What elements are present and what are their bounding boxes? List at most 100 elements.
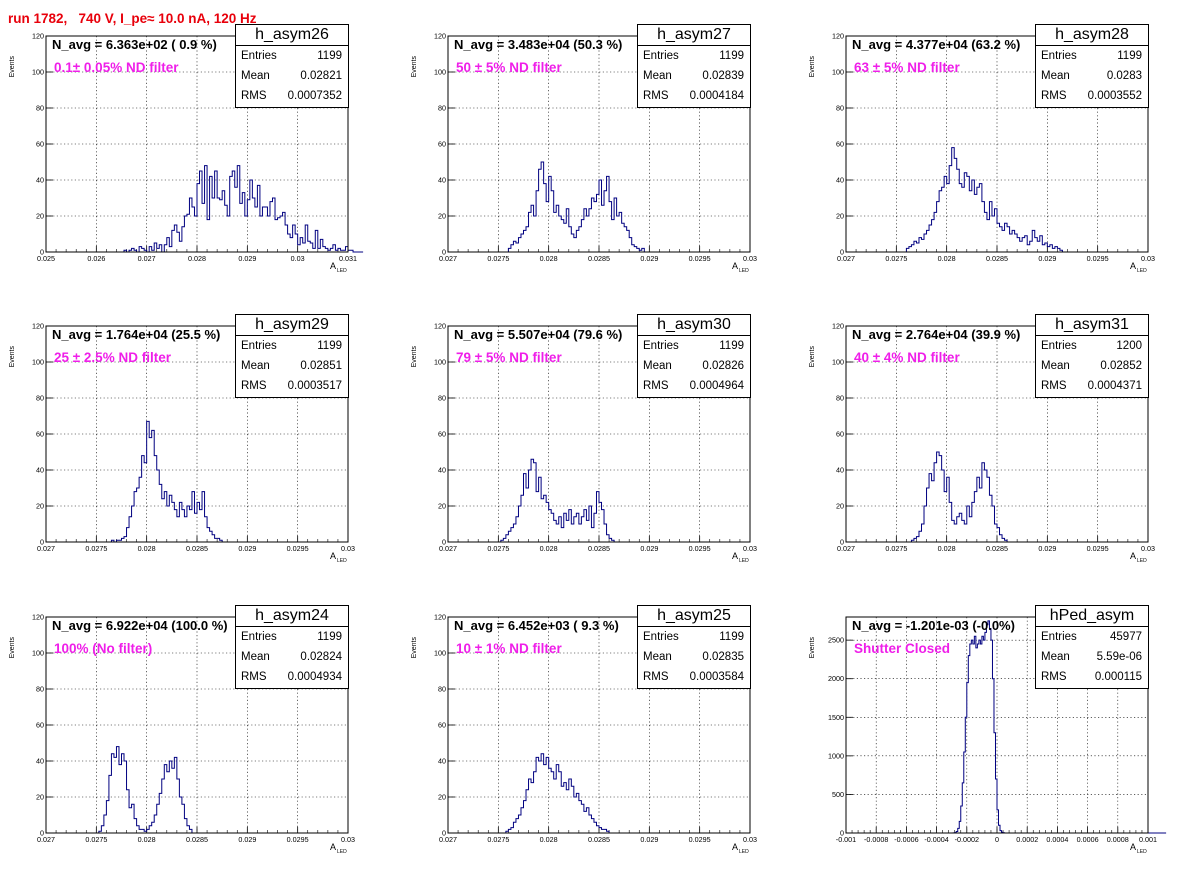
x-tick-label: -0.0008	[864, 835, 888, 844]
x-tick-label: 0.028	[138, 835, 156, 844]
histogram-bin	[944, 176, 947, 252]
histogram-name: h_asym27	[638, 25, 750, 46]
stats-key-entries: Entries	[1041, 336, 1077, 356]
x-axis-label-subscript: LED	[337, 558, 347, 564]
histogram-bin	[989, 629, 991, 833]
histogram-bin	[561, 220, 564, 252]
histogram-bin	[1042, 245, 1045, 252]
stats-key-mean: Mean	[1041, 647, 1070, 667]
histogram-bin	[122, 754, 125, 833]
y-tick-label: 100	[434, 358, 446, 367]
y-tick-label: 60	[36, 140, 44, 149]
histogram-bin	[536, 492, 539, 542]
histogram-bin	[937, 452, 940, 542]
histogram-bin	[979, 640, 981, 833]
x-tick-label: 0.0295	[1087, 544, 1109, 553]
navg-label: N_avg = 6.452e+03 ( 9.3 %)	[454, 618, 619, 633]
stats-value-entries: 45977	[1110, 627, 1142, 647]
histogram-bin	[200, 510, 203, 542]
y-tick-label: 40	[36, 466, 44, 475]
histogram-bin	[980, 644, 982, 833]
stats-key-mean: Mean	[643, 66, 672, 86]
histogram-bin	[982, 636, 984, 833]
stats-key-mean: Mean	[241, 66, 270, 86]
y-tick-label: 20	[36, 502, 44, 511]
x-axis-label: A	[330, 842, 336, 852]
y-tick-label: 80	[438, 394, 446, 403]
y-axis-label: Events	[809, 56, 816, 78]
histogram-name: h_asym26	[236, 25, 348, 46]
y-tick-label: 60	[36, 721, 44, 730]
y-tick-label: 40	[438, 757, 446, 766]
y-tick-label: 60	[438, 721, 446, 730]
y-tick-label: 100	[32, 358, 44, 367]
x-axis-label-subscript: LED	[1137, 558, 1147, 564]
histogram-bin	[574, 797, 577, 833]
x-tick-label: 0.0275	[85, 544, 107, 553]
x-axis-label-subscript: LED	[739, 849, 749, 855]
histogram-bin	[985, 632, 987, 833]
histogram-bin	[579, 524, 582, 542]
histogram-bin	[526, 488, 529, 542]
y-tick-label: 120	[434, 322, 446, 331]
histogram-bin	[1020, 241, 1023, 252]
x-tick-label: 0.0285	[588, 835, 610, 844]
stats-row-mean: Mean 5.59e-06	[1041, 647, 1142, 667]
x-axis-label-subscript: LED	[337, 849, 347, 855]
x-tick-label: 0.0285	[588, 254, 610, 263]
stats-value-rms: 0.0004934	[288, 667, 342, 687]
stats-value-mean: 0.02839	[702, 66, 744, 86]
y-tick-label: 0	[840, 538, 844, 547]
x-tick-label: -0.0002	[955, 835, 979, 844]
stats-key-mean: Mean	[643, 356, 672, 376]
histogram-bin	[561, 528, 564, 542]
histogram-bin	[240, 203, 243, 252]
y-tick-label: 120	[832, 322, 844, 331]
histogram-bin	[986, 625, 988, 833]
y-tick-label: 20	[438, 502, 446, 511]
histogram-bin	[586, 216, 589, 252]
stats-value-mean: 5.59e-06	[1097, 647, 1142, 667]
stats-key-mean: Mean	[241, 647, 270, 667]
histogram-bin	[564, 223, 567, 252]
x-tick-label: 0.029	[1038, 254, 1056, 263]
y-tick-label: 100	[32, 68, 44, 77]
navg-label: N_avg = 4.377e+04 (63.2 %)	[852, 37, 1020, 52]
y-tick-label: 0	[840, 248, 844, 257]
x-axis-label: A	[330, 551, 336, 561]
y-tick-label: 0	[840, 829, 844, 838]
histogram-bin	[157, 248, 160, 252]
y-axis-label: Events	[9, 56, 16, 78]
x-tick-label: 0.031	[339, 254, 357, 263]
histogram-bin	[541, 499, 544, 542]
histogram-name: h_asym31	[1036, 315, 1148, 336]
histogram-bin	[1010, 234, 1013, 252]
histogram-bin	[556, 524, 559, 542]
histogram-bin	[584, 811, 587, 833]
histogram-bin	[137, 488, 140, 542]
histogram-bin	[144, 463, 147, 542]
x-tick-label: -0.001	[836, 835, 856, 844]
y-tick-label: 80	[438, 685, 446, 694]
histogram-bin	[602, 829, 605, 833]
histogram-bin	[922, 239, 925, 252]
x-axis-label: A	[732, 261, 738, 271]
y-axis-label: Events	[809, 637, 816, 659]
histogram-bin	[617, 216, 620, 252]
stats-value-rms: 0.0007352	[288, 86, 342, 106]
x-tick-label: 0.0275	[487, 544, 509, 553]
stats-value-mean: 0.02851	[300, 356, 342, 376]
y-tick-label: 60	[36, 430, 44, 439]
navg-label: N_avg = 3.483e+04 (50.3 %)	[454, 37, 622, 52]
y-tick-label: 20	[438, 212, 446, 221]
